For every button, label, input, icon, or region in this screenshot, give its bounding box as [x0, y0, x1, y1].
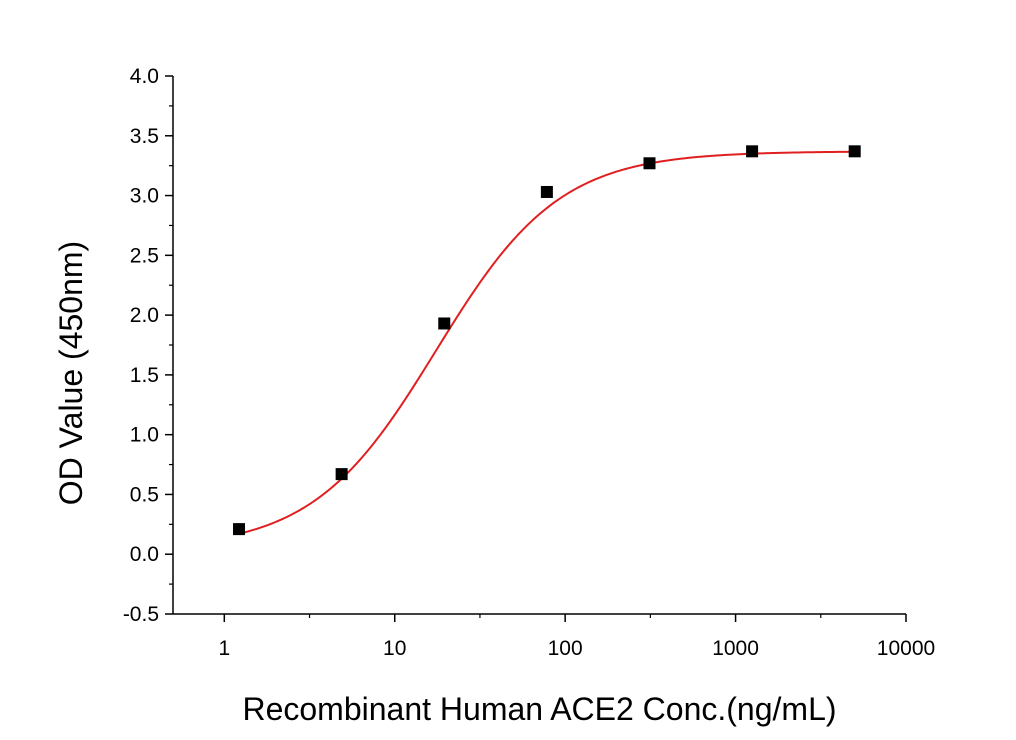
- axes: [172, 76, 906, 615]
- x-tick-label: 1: [218, 637, 230, 660]
- data-points-layer: [233, 145, 861, 536]
- data-point: [746, 145, 759, 158]
- x-axis-title: Recombinant Human ACE2 Conc.(ng/mL): [242, 691, 836, 727]
- data-point: [540, 185, 553, 198]
- fit-curve-layer: [238, 150, 855, 535]
- data-point: [643, 157, 656, 170]
- data-point: [233, 523, 246, 536]
- y-tick-label: 2.5: [130, 244, 159, 267]
- y-tick-label: 2.0: [130, 304, 159, 327]
- x-ticks: 1 10 100 1000 10000: [218, 614, 935, 660]
- y-tick-label: 0.0: [130, 543, 159, 566]
- x-tick-label: 100: [548, 637, 583, 660]
- data-point: [438, 317, 451, 330]
- data-point: [335, 468, 348, 481]
- fit-curve: [238, 150, 855, 535]
- y-tick-label: -0.5: [123, 603, 159, 626]
- y-tick-label: 4.0: [130, 65, 159, 88]
- x-tick-label: 10: [383, 637, 406, 660]
- y-axis-title: OD Value (450nm): [53, 241, 89, 505]
- y-tick-label: 1.5: [130, 364, 159, 387]
- y-tick-label: 3.0: [130, 185, 159, 208]
- y-tick-label: 1.0: [130, 424, 159, 447]
- y-tick-label: 0.5: [130, 483, 159, 506]
- x-tick-label: 1000: [712, 637, 759, 660]
- x-tick-label: 10000: [877, 637, 935, 660]
- y-ticks: -0.5 0.0 0.5 1.0 1.5 2.0 2.5 3.0 3.5 4.0: [123, 65, 173, 626]
- y-tick-label: 3.5: [130, 125, 159, 148]
- data-point: [848, 145, 861, 158]
